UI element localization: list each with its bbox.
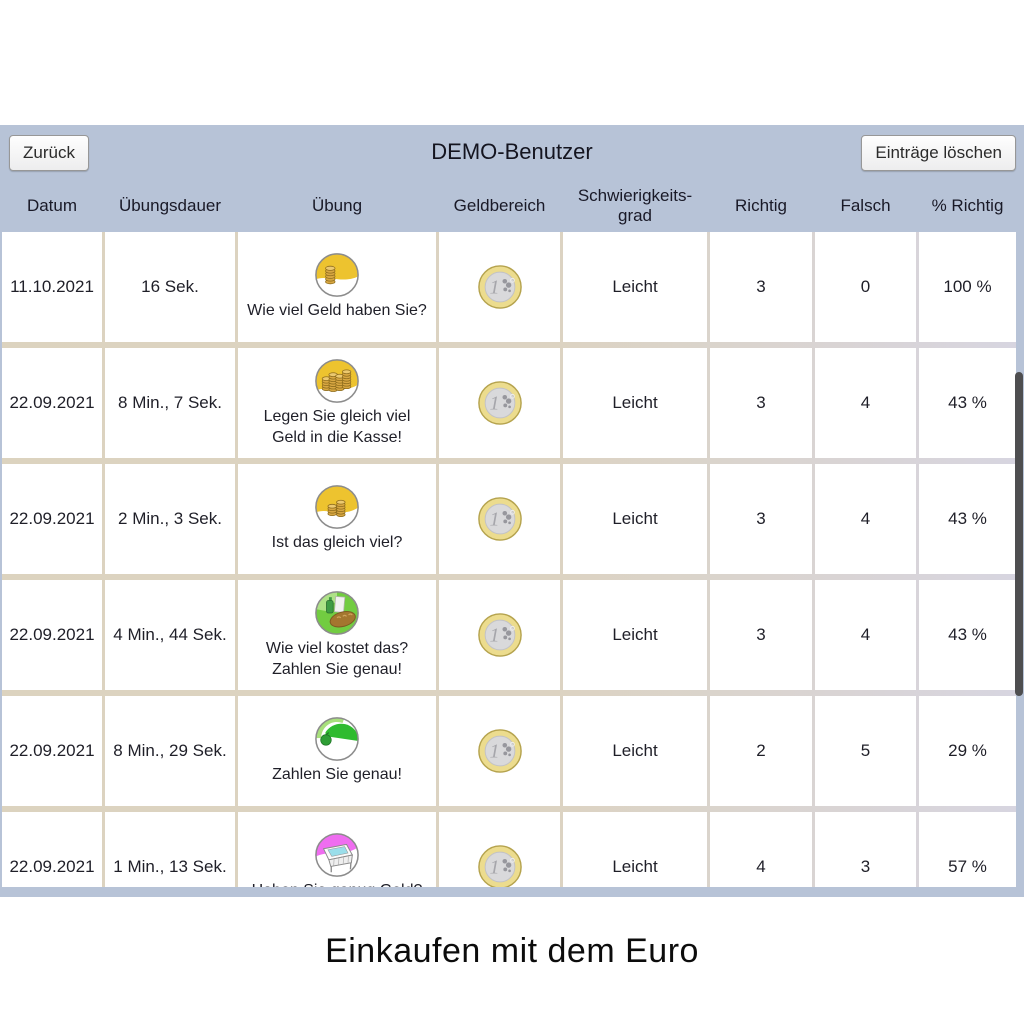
- scrollbar-thumb[interactable]: [1015, 372, 1023, 696]
- table-header-row: Datum Übungsdauer Übung Geldbereich Schw…: [2, 182, 1016, 230]
- cell-uebung: Wie viel Geld haben Sie?: [238, 232, 436, 342]
- cell-dauer: 1 Min., 13 Sek.: [105, 812, 235, 887]
- uebung-label: Wie viel Geld haben Sie?: [247, 302, 427, 320]
- cell-datum: 22.09.2021: [2, 580, 102, 690]
- top-bar: Zurück DEMO-Benutzer Einträge löschen: [0, 125, 1024, 180]
- column-header-geldbereich: Geldbereich: [453, 195, 546, 215]
- cell-prozent: 29 %: [919, 696, 1016, 806]
- svg-text:1: 1: [489, 277, 499, 299]
- coins-two-stacks-icon: [314, 484, 360, 530]
- cell-uebung: Ist das gleich viel?: [238, 464, 436, 574]
- cell-datum: 22.09.2021: [2, 812, 102, 887]
- uebung-label: Zahlen Sie genau!: [272, 766, 402, 784]
- column-header-uebungsdauer: Übungsdauer: [118, 195, 222, 215]
- column-header-falsch: Falsch: [840, 195, 891, 215]
- cell-schwierigkeit: Leicht: [563, 812, 707, 887]
- cell-geldbereich: 1: [439, 464, 560, 574]
- cell-datum: 22.09.2021: [2, 696, 102, 806]
- cell-falsch: 4: [815, 464, 916, 574]
- cell-dauer: 16 Sek.: [105, 232, 235, 342]
- cell-datum: 22.09.2021: [2, 348, 102, 458]
- table-row: 22.09.2021 4 Min., 44 Sek.: [2, 580, 1016, 690]
- column-header-schwierigkeitsgrad: Schwierigkeits-grad: [577, 185, 693, 225]
- delete-entries-button[interactable]: Einträge löschen: [861, 135, 1016, 171]
- euro-1-coin-icon: 1: [477, 380, 523, 426]
- cell-schwierigkeit: Leicht: [563, 464, 707, 574]
- cell-uebung: Wie viel kostet das? Zahlen Sie genau!: [238, 580, 436, 690]
- cell-falsch: 5: [815, 696, 916, 806]
- uebung-label: Ist das gleich viel?: [271, 534, 403, 552]
- cell-richtig: 4: [710, 812, 812, 887]
- cell-prozent: 43 %: [919, 464, 1016, 574]
- cell-schwierigkeit: Leicht: [563, 580, 707, 690]
- euro-1-coin-icon: 1: [477, 496, 523, 542]
- user-title: DEMO-Benutzer: [431, 139, 593, 164]
- results-panel: Zurück DEMO-Benutzer Einträge löschen Da…: [0, 125, 1024, 897]
- uebung-label: Wie viel kostet das? Zahlen Sie genau!: [265, 639, 409, 678]
- coins-four-stacks-icon: [314, 358, 360, 404]
- cell-datum: 22.09.2021: [2, 464, 102, 574]
- svg-text:1: 1: [489, 625, 499, 647]
- cell-datum: 11.10.2021: [2, 232, 102, 342]
- cell-prozent: 57 %: [919, 812, 1016, 887]
- table-row: 22.09.2021 8 Min., 29 Sek.: [2, 696, 1016, 806]
- svg-text:1: 1: [489, 393, 499, 415]
- cell-richtig: 3: [710, 464, 812, 574]
- euro-1-coin-icon: 1: [477, 612, 523, 658]
- euro-1-coin-icon: 1: [477, 264, 523, 310]
- coins-single-stack-icon: [314, 252, 360, 298]
- cell-schwierigkeit: Leicht: [563, 696, 707, 806]
- table-body: 11.10.2021 16 Sek.: [2, 232, 1016, 887]
- uebung-label: Legen Sie gleich viel Geld in die Kasse!: [263, 407, 411, 446]
- shopping-cart-icon: [314, 832, 360, 878]
- uebung-label: Haben Sie genug Geld?: [252, 881, 423, 887]
- table-row: 22.09.2021 1 Min., 13 Sek.: [2, 812, 1016, 887]
- cell-dauer: 4 Min., 44 Sek.: [105, 580, 235, 690]
- cell-geldbereich: 1: [439, 812, 560, 887]
- cell-uebung: Legen Sie gleich viel Geld in die Kasse!: [238, 348, 436, 458]
- pay-exact-apple-icon: [314, 716, 360, 762]
- cell-geldbereich: 1: [439, 232, 560, 342]
- cell-dauer: 8 Min., 29 Sek.: [105, 696, 235, 806]
- svg-text:1: 1: [489, 857, 499, 879]
- column-header-richtig: Richtig: [735, 195, 787, 215]
- cell-falsch: 3: [815, 812, 916, 887]
- cell-uebung: Zahlen Sie genau!: [238, 696, 436, 806]
- cell-richtig: 3: [710, 348, 812, 458]
- cell-geldbereich: 1: [439, 696, 560, 806]
- cell-dauer: 2 Min., 3 Sek.: [105, 464, 235, 574]
- euro-1-coin-icon: 1: [477, 728, 523, 774]
- cell-geldbereich: 1: [439, 348, 560, 458]
- cell-uebung: Haben Sie genug Geld?: [238, 812, 436, 887]
- cell-richtig: 3: [710, 232, 812, 342]
- cell-richtig: 2: [710, 696, 812, 806]
- cell-falsch: 4: [815, 580, 916, 690]
- cell-falsch: 0: [815, 232, 916, 342]
- cell-geldbereich: 1: [439, 580, 560, 690]
- svg-text:1: 1: [489, 741, 499, 763]
- cell-prozent: 100 %: [919, 232, 1016, 342]
- cell-richtig: 3: [710, 580, 812, 690]
- svg-text:1: 1: [489, 509, 499, 531]
- cell-dauer: 8 Min., 7 Sek.: [105, 348, 235, 458]
- euro-1-coin-icon: 1: [477, 844, 523, 887]
- cell-prozent: 43 %: [919, 580, 1016, 690]
- table-row: 22.09.2021 2 Min., 3 Sek.: [2, 464, 1016, 574]
- back-button[interactable]: Zurück: [9, 135, 89, 171]
- cell-schwierigkeit: Leicht: [563, 232, 707, 342]
- cell-prozent: 43 %: [919, 348, 1016, 458]
- groceries-icon: [314, 590, 360, 636]
- cell-schwierigkeit: Leicht: [563, 348, 707, 458]
- cell-falsch: 4: [815, 348, 916, 458]
- table-row: 22.09.2021 8 Min., 7 Sek.: [2, 348, 1016, 458]
- column-header-prozent-richtig: % Richtig: [931, 195, 1004, 215]
- exercise-set-title: Einkaufen mit dem Euro: [325, 932, 699, 970]
- table-row: 11.10.2021 16 Sek.: [2, 232, 1016, 342]
- column-header-uebung: Übung: [311, 195, 363, 215]
- column-header-datum: Datum: [26, 195, 78, 215]
